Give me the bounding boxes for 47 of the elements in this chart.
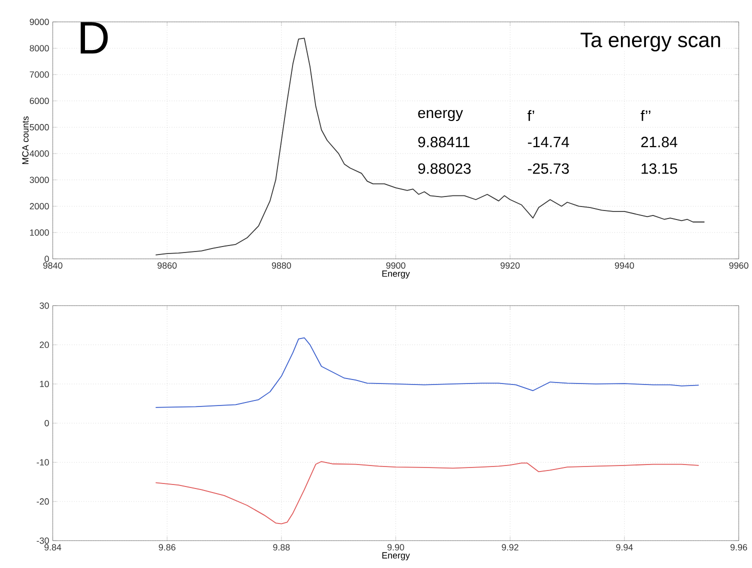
x-tick-label: 9.86: [158, 544, 176, 551]
x-tick-label: 9.94: [616, 544, 633, 551]
annotation: -25.73: [528, 164, 569, 174]
x-tick-label: 9.96: [730, 544, 748, 551]
x-axis-title: Energy: [382, 270, 410, 279]
y-tick-label: -30: [36, 538, 49, 544]
annotation: 13.15: [642, 164, 678, 174]
x-tick-label: 9.90: [388, 544, 404, 551]
y-tick-label: 0: [44, 256, 49, 262]
annotation: f’’: [640, 110, 650, 122]
annotation: 9.88411: [418, 137, 470, 148]
line-series: [155, 461, 700, 524]
y-tick-label: 3000: [30, 176, 49, 184]
y-tick-label: 5000: [30, 124, 49, 131]
annotation: -14.74: [528, 137, 570, 148]
y-tick-label: 8000: [30, 45, 49, 52]
y-tick-label: 7000: [30, 72, 49, 78]
x-tick-label: 9840: [43, 262, 62, 269]
y-tick-label: 2000: [30, 203, 49, 210]
x-tick-label: 9.88: [273, 544, 290, 551]
y-tick-label: 20: [40, 342, 49, 348]
y-tick-label: 6000: [30, 98, 49, 104]
annotation: 9.88023: [418, 164, 471, 174]
y-tick-label: -20: [36, 498, 49, 505]
annotation: 21.84: [641, 137, 678, 148]
annotation: f’: [528, 110, 534, 122]
y-tick-label: -10: [36, 459, 49, 466]
y-tick-label: 1000: [30, 230, 49, 236]
x-tick-label: 9860: [158, 262, 177, 269]
line-series: [155, 338, 700, 408]
x-tick-label: 9960: [729, 262, 748, 269]
x-tick-label: 9920: [500, 262, 520, 269]
y-tick-label: 0: [44, 420, 49, 427]
x-tick-label: 9880: [272, 262, 292, 269]
y-tick-label: 30: [40, 302, 49, 310]
y-tick-label: 9000: [30, 18, 49, 26]
x-axis-title: Energy: [382, 552, 410, 561]
x-tick-label: 9900: [386, 262, 406, 269]
annotation: energy: [418, 110, 463, 122]
x-tick-label: 9940: [614, 262, 634, 269]
annotation: D: [80, 22, 108, 54]
x-tick-label: 9.84: [44, 544, 62, 551]
y-axis-title: MCA counts: [22, 116, 29, 164]
x-tick-label: 9.92: [502, 544, 518, 551]
annotation: Ta energy scan: [580, 33, 720, 52]
y-tick-label: 4000: [30, 150, 49, 157]
y-tick-label: 10: [40, 381, 49, 388]
